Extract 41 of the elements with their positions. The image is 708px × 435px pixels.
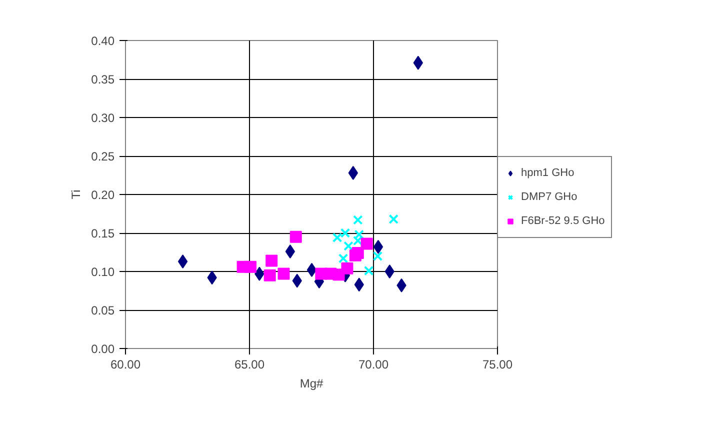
y-tick-label: 0.00 xyxy=(91,342,115,356)
point xyxy=(244,260,256,273)
point xyxy=(352,236,363,246)
point xyxy=(360,238,373,250)
legend-label: hpm1 GHo xyxy=(521,167,574,179)
point xyxy=(341,262,354,274)
y-tick-label: 0.15 xyxy=(91,226,115,240)
legend-label: F6Br-52 9.5 GHo xyxy=(521,215,605,227)
y-tick-label: 0.20 xyxy=(91,188,115,202)
point xyxy=(372,251,383,261)
x-tick-label: 75.00 xyxy=(482,358,513,372)
point xyxy=(344,241,354,251)
point xyxy=(264,269,276,282)
y-tick-label: 0.25 xyxy=(91,150,115,164)
x-tick-label: 65.00 xyxy=(234,358,265,372)
point xyxy=(354,230,364,240)
y-tick-label: 0.30 xyxy=(91,111,115,125)
y-tick-label: 0.10 xyxy=(91,265,115,279)
point xyxy=(278,268,290,280)
point xyxy=(285,244,296,258)
point xyxy=(290,230,302,243)
point xyxy=(306,262,317,277)
legend-label: DMP7 GHo xyxy=(521,191,578,203)
y-tick-label: 0.40 xyxy=(91,34,115,48)
point xyxy=(332,232,342,243)
x-tick-label: 70.00 xyxy=(358,358,389,372)
point xyxy=(384,264,394,278)
y-axis-title: Ti xyxy=(69,190,84,200)
point xyxy=(340,228,350,238)
x-axis-title: Mg# xyxy=(300,376,324,390)
y-tick-label: 0.05 xyxy=(91,304,115,318)
point xyxy=(364,266,374,276)
point xyxy=(178,254,188,268)
point xyxy=(338,254,348,264)
x-tick-label: 60.00 xyxy=(110,358,141,372)
point xyxy=(352,215,363,225)
point xyxy=(388,214,398,224)
point xyxy=(352,247,364,260)
point xyxy=(373,240,384,254)
point xyxy=(266,254,278,267)
y-tick-label: 0.35 xyxy=(91,72,115,86)
